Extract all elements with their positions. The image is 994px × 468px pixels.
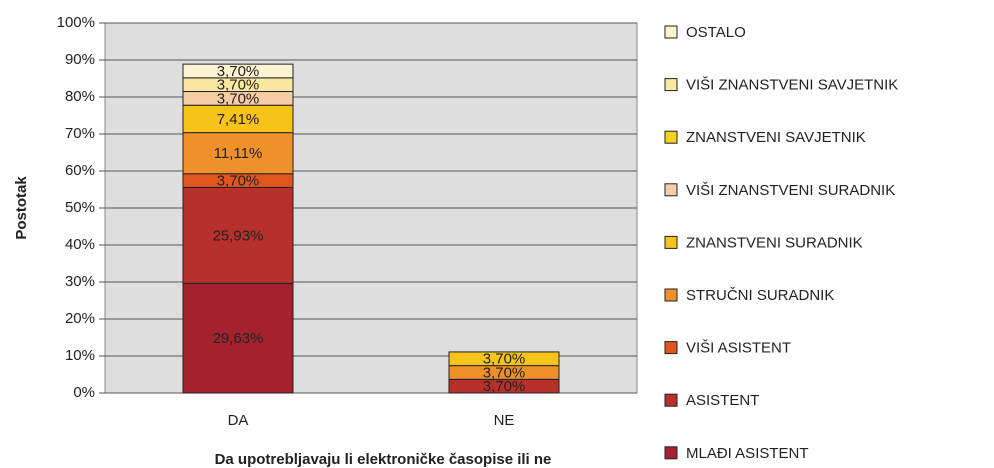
data-label: 3,70% xyxy=(217,173,260,190)
data-label: 29,63% xyxy=(213,330,264,347)
x-axis-label: Da upotrebljavaju li elektroničke časopi… xyxy=(215,451,552,468)
y-tick-label: 100% xyxy=(57,14,95,31)
bar-segment xyxy=(182,186,294,284)
legend-swatch xyxy=(664,235,678,249)
x-tick-label: DA xyxy=(228,412,249,429)
data-label: 11,11% xyxy=(214,145,263,162)
y-tick-label: 50% xyxy=(65,199,95,216)
bar-segment xyxy=(182,104,294,134)
legend-label: VIŠI ASISTENT xyxy=(686,340,791,357)
legend-label: VIŠI ZNANSTVENI SURADNIK xyxy=(686,182,895,199)
legend-swatch xyxy=(664,288,678,302)
bar-segment xyxy=(182,63,294,79)
legend-label: OSTALO xyxy=(686,24,746,41)
y-tick-label: 60% xyxy=(65,162,95,179)
data-label: 25,93% xyxy=(213,227,264,244)
y-tick-label: 20% xyxy=(65,310,95,327)
y-tick-label: 90% xyxy=(65,51,95,68)
legend-label: ZNANSTVENI SURADNIK xyxy=(686,234,863,251)
y-tick-label: 0% xyxy=(73,384,95,401)
y-tick-label: 10% xyxy=(65,347,95,364)
data-label: 3,70% xyxy=(217,90,260,107)
data-label: 3,70% xyxy=(217,77,260,94)
legend-label: VIŠI ZNANSTVENI SAVJETNIK xyxy=(686,77,898,94)
y-tick-label: 70% xyxy=(65,125,95,142)
legend-swatch xyxy=(664,25,678,39)
y-tick-label: 40% xyxy=(65,236,95,253)
bar-segment xyxy=(182,132,294,175)
x-tick-label: NE xyxy=(494,412,515,429)
bar-segment xyxy=(448,351,560,367)
legend-label: MLAĐI ASISTENT xyxy=(686,445,809,462)
legend-swatch xyxy=(664,393,678,407)
legend-label: ZNANSTVENI SAVJETNIK xyxy=(686,129,866,146)
y-tick-label: 30% xyxy=(65,273,95,290)
data-label: 3,70% xyxy=(483,364,526,381)
legend-swatch xyxy=(664,130,678,144)
legend-swatch xyxy=(664,78,678,92)
legend-swatch xyxy=(664,446,678,460)
y-tick-label: 80% xyxy=(65,88,95,105)
legend-label: STRUČNI SURADNIK xyxy=(686,287,834,304)
data-label: 7,41% xyxy=(217,111,260,128)
legend-label: ASISTENT xyxy=(686,392,759,409)
y-axis-label: Postotak xyxy=(13,176,30,240)
legend-swatch xyxy=(664,341,678,355)
data-label: 3,70% xyxy=(483,351,526,368)
data-label: 3,70% xyxy=(483,378,526,395)
data-label: 3,70% xyxy=(217,63,260,80)
legend-swatch xyxy=(664,183,678,197)
bar-segment xyxy=(182,282,294,394)
